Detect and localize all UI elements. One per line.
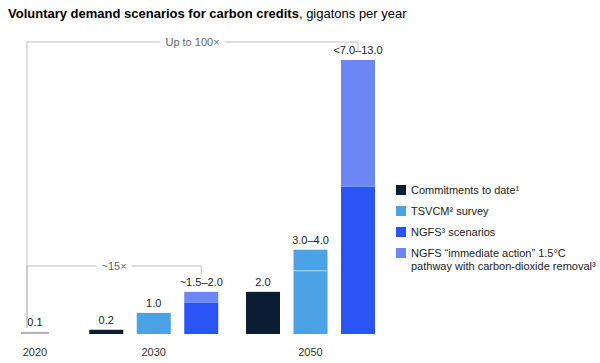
- bar: [89, 330, 123, 334]
- legend-swatch: [396, 227, 406, 237]
- bracket-line: [132, 266, 202, 267]
- bar: [294, 271, 328, 334]
- bar: [184, 292, 218, 303]
- bar: [21, 332, 49, 334]
- legend-swatch: [396, 185, 406, 195]
- legend-label-line: Commitments to date¹: [411, 184, 520, 196]
- legend-swatch: [396, 248, 406, 258]
- legend-label-line: NGFS³ scenarios: [411, 226, 496, 238]
- data-label: 0.2: [99, 314, 114, 326]
- legend: Commitments to date¹ TSVCM² survey NGFS³ s…: [396, 184, 596, 272]
- bracket-end: [201, 266, 202, 274]
- subtitle: , gigatons per year: [299, 6, 407, 21]
- legend-label: NGFS “immediate action” 1.5°Cpathway wit…: [411, 247, 596, 272]
- bracket-line: [27, 42, 160, 43]
- bracket-end: [358, 42, 359, 52]
- data-label: 1.0: [146, 297, 161, 309]
- legend-label-line: TSVCM² survey: [411, 205, 489, 217]
- legend-label: TSVCM² survey: [411, 205, 489, 217]
- data-label: 2.0: [255, 276, 270, 288]
- x-tick-label: 2050: [298, 346, 322, 358]
- chart: Voluntary demand scenarios for carbon cr…: [0, 0, 600, 363]
- bar: [341, 186, 375, 334]
- plot-area: [21, 60, 375, 334]
- annotations: Up to 100× ~15×: [27, 36, 358, 328]
- data-label: ~1.5–2.0: [180, 276, 223, 288]
- x-tick-label: 2030: [142, 346, 166, 358]
- title-main: Voluntary demand scenarios for carbon cr…: [8, 6, 299, 21]
- bracket-line: [225, 42, 358, 43]
- bar: [246, 292, 280, 334]
- bar: [137, 313, 171, 334]
- bar: [184, 302, 218, 334]
- legend-label: Commitments to date¹: [411, 184, 520, 196]
- data-labels: 0.10.22.01.03.0–4.0~1.5–2.0<7.0–13.0: [27, 44, 382, 328]
- bracket-line: [27, 266, 97, 267]
- bracket-end: [27, 266, 28, 328]
- legend-swatch: [396, 206, 406, 216]
- x-axis: 2020 2030 2050: [23, 346, 323, 358]
- bracket-end: [27, 42, 28, 328]
- data-label: 0.1: [27, 316, 42, 328]
- legend-label-line: pathway with carbon-dioxide removal³: [411, 260, 596, 272]
- legend-label-line: NGFS “immediate action” 1.5°C: [411, 247, 566, 259]
- legend-label: NGFS³ scenarios: [411, 226, 496, 238]
- data-label: 3.0–4.0: [292, 234, 329, 246]
- annotation: ~15×: [102, 260, 127, 272]
- range-divider: [294, 270, 328, 271]
- annotation: Up to 100×: [165, 36, 219, 48]
- x-tick-label: 2020: [23, 346, 47, 358]
- bar: [341, 60, 375, 186]
- bar-range: [294, 250, 328, 271]
- title: Voluntary demand scenarios for carbon cr…: [8, 6, 407, 21]
